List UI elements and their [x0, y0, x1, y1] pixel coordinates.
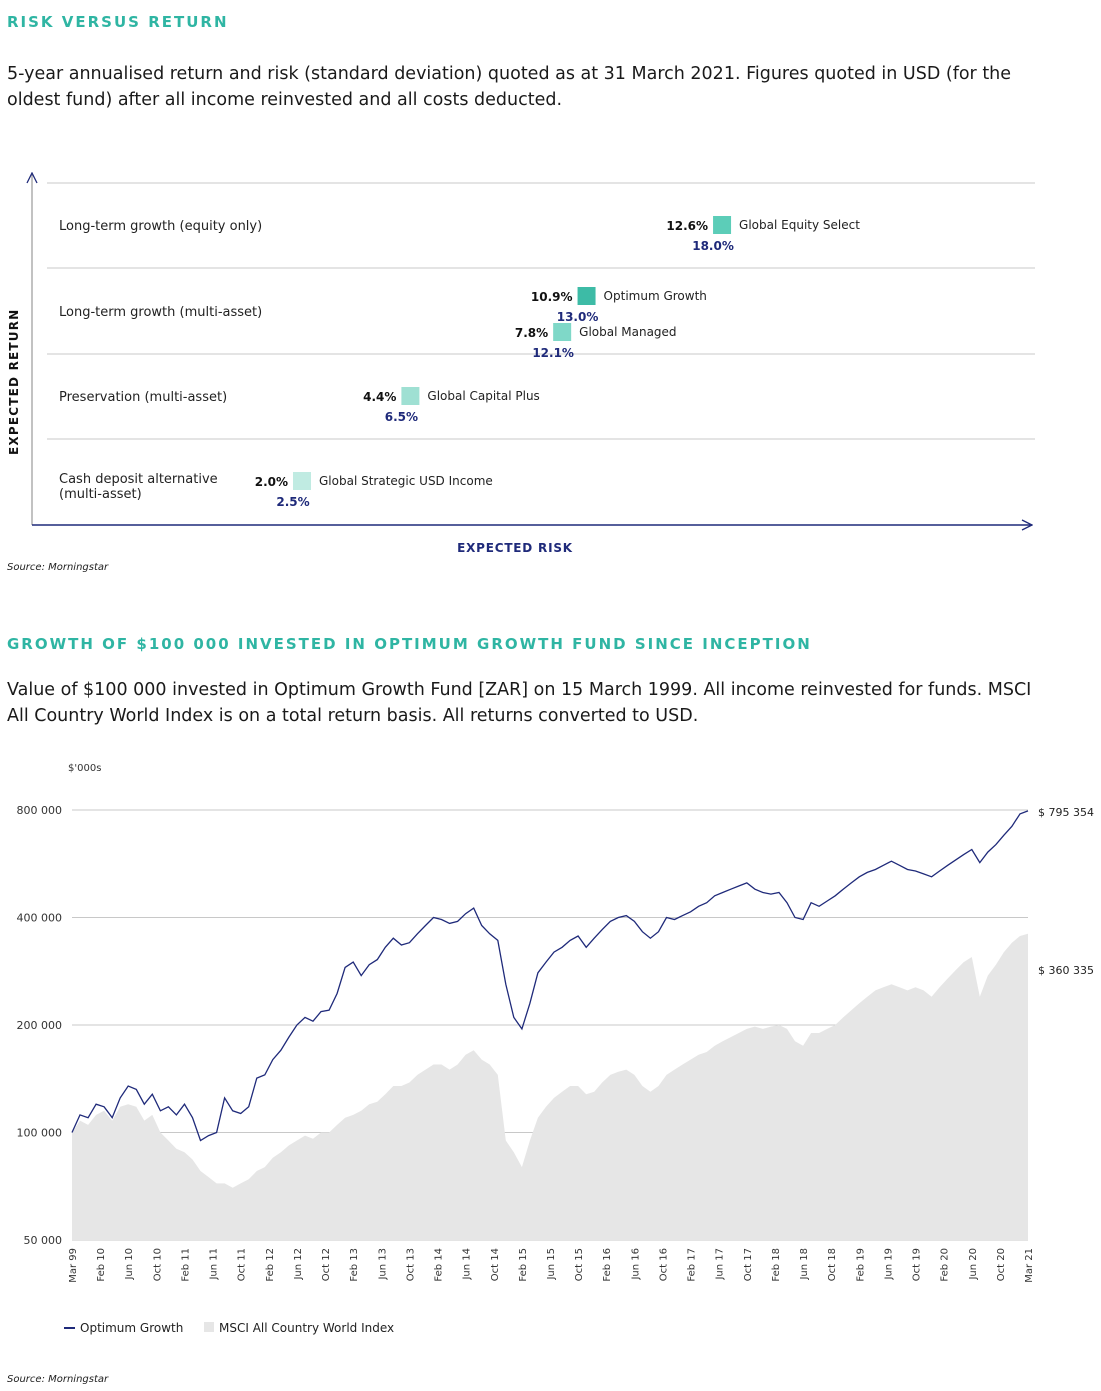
y-axis-label: EXPECTED RETURN — [7, 309, 21, 455]
y-tick-labels: 800 000 400 000 200 000 100 000 50 000 — [17, 804, 63, 1247]
fund-marker — [293, 472, 311, 490]
x-tick-label: Feb 12 — [265, 1248, 276, 1282]
risk-label: 13.0% — [557, 310, 599, 324]
fund-point: 7.8% Global Managed 12.1% — [515, 323, 677, 360]
return-label: 12.6% — [666, 219, 708, 233]
x-tick-label: Oct 12 — [321, 1248, 332, 1281]
fund-marker — [713, 216, 732, 234]
return-label: 7.8% — [515, 326, 548, 340]
section2-title: GROWTH OF $100 000 INVESTED IN OPTIMUM G… — [7, 635, 812, 653]
section1-title: RISK VERSUS RETURN — [7, 13, 229, 31]
risk-label: 6.5% — [385, 410, 418, 424]
legend-swatch-msci — [204, 1322, 214, 1332]
risk-label: 12.1% — [532, 346, 574, 360]
x-tick-label: Feb 15 — [518, 1248, 529, 1282]
x-tick-label: Feb 16 — [602, 1248, 613, 1282]
fund-marker — [577, 287, 596, 305]
x-tick-label: Feb 19 — [855, 1248, 866, 1282]
y-tick-label: 800 000 — [17, 804, 63, 817]
risk-label: 2.5% — [276, 495, 309, 509]
x-tick-label: Feb 13 — [349, 1248, 360, 1282]
return-label: 10.9% — [531, 290, 573, 304]
y-unit-label: $'000s — [68, 763, 101, 774]
fund-point: 2.0% Global Strategic USD Income 2.5% — [255, 472, 493, 509]
end-label-msci: $ 360 335 — [1038, 964, 1094, 977]
x-tick-label: Mar 99 — [68, 1248, 79, 1283]
x-tick-label: Mar 21 — [1024, 1248, 1035, 1283]
section2-description: Value of $100 000 invested in Optimum Gr… — [7, 680, 1032, 726]
x-tick-label: Feb 10 — [96, 1248, 107, 1282]
x-tick-label: Feb 14 — [434, 1248, 445, 1282]
x-tick-label: Jun 16 — [630, 1248, 641, 1281]
x-tick-label: Jun 14 — [462, 1248, 473, 1281]
x-tick-label: Feb 18 — [771, 1248, 782, 1282]
x-tick-label: Oct 19 — [912, 1248, 923, 1281]
fund-marker — [401, 387, 420, 405]
msci-area — [72, 933, 1028, 1240]
legend-label-msci: MSCI All Country World Index — [219, 1321, 394, 1335]
y-tick-label: 50 000 — [24, 1234, 63, 1247]
x-tick-label: Jun 17 — [715, 1248, 726, 1281]
optimum-line-path — [71, 810, 1029, 1142]
fund-point: 12.6% Global Equity Select 18.0% — [666, 216, 860, 253]
x-tick-label: Feb 20 — [940, 1248, 951, 1282]
fund-point: 10.9% Optimum Growth 13.0% — [531, 287, 707, 324]
band-dividers — [47, 182, 1035, 440]
fund-name: Global Capital Plus — [427, 389, 539, 403]
x-tick-label: Jun 18 — [799, 1248, 810, 1281]
x-tick-label: Jun 20 — [968, 1248, 979, 1281]
x-tick-label: Oct 20 — [996, 1248, 1007, 1281]
x-axis-label: EXPECTED RISK — [457, 541, 573, 555]
x-tick-label: Feb 17 — [687, 1248, 698, 1282]
legend: Optimum Growth MSCI All Country World In… — [64, 1321, 394, 1335]
end-label-optimum: $ 795 354 — [1038, 806, 1094, 819]
section1-description: 5-year annualised return and risk (stand… — [7, 64, 1012, 110]
category-label: Long-term growth (equity only) — [59, 219, 262, 234]
x-tick-label: Oct 14 — [490, 1248, 501, 1281]
x-tick-label: Oct 11 — [237, 1248, 248, 1281]
fund-name: Global Equity Select — [739, 218, 860, 232]
x-tick-label: Feb 11 — [181, 1248, 192, 1282]
x-tick-label: Oct 18 — [827, 1248, 838, 1281]
section1-source: Source: Morningstar — [7, 562, 109, 573]
fund-name: Global Strategic USD Income — [319, 474, 493, 488]
x-tick-label: Jun 10 — [124, 1248, 135, 1281]
category-label: Long-term growth (multi-asset) — [59, 305, 262, 320]
category-label: Cash deposit alternative (multi-asset) — [59, 472, 218, 502]
y-tick-label: 200 000 — [17, 1019, 63, 1032]
y-tick-label: 100 000 — [17, 1127, 63, 1140]
y-tick-label: 400 000 — [17, 912, 63, 925]
x-tick-label: Oct 15 — [574, 1248, 585, 1281]
return-label: 4.4% — [363, 390, 396, 404]
fund-marker — [553, 323, 572, 341]
category-labels: Long-term growth (equity only) Long-term … — [59, 219, 262, 502]
risk-label: 18.0% — [692, 239, 734, 253]
x-tick-label: Oct 10 — [152, 1248, 163, 1281]
section2-source: Source: Morningstar — [7, 1374, 109, 1385]
x-tick-label: Jun 11 — [209, 1248, 220, 1281]
risk-return-chart: EXPECTED RETURN EXPECTED RISK Long-term … — [7, 165, 1035, 555]
return-label: 2.0% — [255, 475, 288, 489]
x-tick-label: Oct 17 — [743, 1248, 754, 1281]
x-tick-label: Jun 13 — [377, 1248, 388, 1281]
optimum-line — [71, 810, 1029, 1142]
fund-name: Optimum Growth — [604, 289, 707, 303]
x-tick-label: Jun 19 — [883, 1248, 894, 1281]
legend-label-optimum: Optimum Growth — [80, 1321, 183, 1335]
msci-area-path — [72, 933, 1028, 1240]
category-label: Preservation (multi-asset) — [59, 390, 227, 405]
fund-point: 4.4% Global Capital Plus 6.5% — [363, 387, 540, 424]
x-tick-label: Jun 15 — [546, 1248, 557, 1281]
x-tick-labels: Mar 99 Feb 10 Jun 10 Oct 10 Feb 11 Jun 11 Oct … — [68, 1248, 1035, 1283]
x-tick-label: Jun 12 — [293, 1248, 304, 1281]
fund-points: 12.6% Global Equity Select 18.0% 10.9% Optim… — [255, 216, 860, 509]
growth-chart: $'000s 800 000 400 000 200 000 100 000 50 00… — [17, 763, 1094, 1335]
x-tick-label: Oct 16 — [659, 1248, 670, 1281]
x-tick-label: Oct 13 — [405, 1248, 416, 1281]
fund-name: Global Managed — [579, 325, 676, 339]
